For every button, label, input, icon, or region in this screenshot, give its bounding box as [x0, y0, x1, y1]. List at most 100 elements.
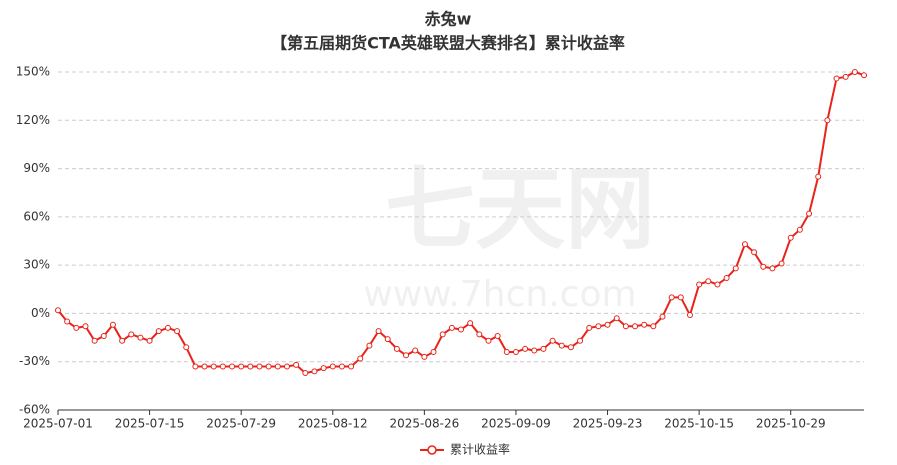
point — [393, 345, 400, 352]
point — [677, 294, 684, 301]
point — [183, 344, 190, 351]
point — [403, 352, 410, 359]
point — [458, 326, 464, 333]
point — [146, 337, 153, 344]
point — [320, 365, 327, 372]
point — [137, 334, 144, 341]
point — [283, 363, 290, 370]
point — [613, 315, 620, 322]
point — [796, 226, 803, 233]
chart-title: 赤兔w — [425, 10, 472, 29]
x-tick-label: 2025-09-09 — [481, 417, 551, 431]
point — [128, 331, 135, 338]
point — [723, 275, 730, 282]
x-tick-label: 2025-10-15 — [664, 417, 734, 431]
y-tick-label: 0% — [31, 306, 50, 320]
legend-label: 累计收益率 — [450, 442, 510, 457]
point — [632, 323, 639, 330]
point — [421, 353, 428, 360]
point — [467, 320, 474, 327]
point — [329, 363, 336, 370]
point — [751, 249, 758, 256]
point — [604, 321, 611, 328]
point — [778, 260, 785, 267]
x-tick-label: 2025-07-15 — [115, 417, 185, 431]
point — [686, 312, 693, 319]
point — [549, 337, 556, 344]
point — [806, 210, 813, 217]
point — [760, 263, 767, 270]
y-tick-label: 120% — [16, 113, 50, 127]
point — [293, 361, 300, 368]
point — [430, 349, 437, 356]
point — [861, 72, 867, 79]
point — [833, 75, 840, 82]
point — [732, 265, 739, 272]
y-tick-label: 30% — [23, 258, 50, 272]
point — [577, 337, 584, 344]
point — [55, 307, 61, 314]
point — [256, 363, 263, 370]
point — [265, 363, 272, 370]
y-tick-label: 60% — [23, 209, 50, 223]
point — [522, 345, 529, 352]
point — [238, 363, 245, 370]
y-tick-label: -30% — [19, 354, 50, 368]
point — [595, 323, 602, 330]
point — [641, 321, 648, 328]
x-tick-label: 2025-08-12 — [298, 417, 368, 431]
point — [192, 363, 199, 370]
point — [567, 344, 574, 351]
point — [485, 337, 492, 344]
point — [229, 363, 236, 370]
point — [787, 234, 794, 241]
point — [384, 336, 391, 343]
point — [842, 73, 849, 80]
point — [155, 328, 162, 335]
point — [769, 265, 776, 272]
point — [164, 324, 171, 331]
point — [705, 278, 712, 285]
x-tick-label: 2025-09-23 — [573, 417, 643, 431]
point — [476, 331, 483, 338]
point — [696, 281, 703, 288]
point — [274, 363, 281, 370]
point — [174, 328, 181, 335]
x-tick-label: 2025-08-26 — [389, 417, 459, 431]
point — [558, 342, 565, 349]
watermark: 七天网 — [385, 157, 655, 262]
point — [100, 332, 107, 339]
point — [503, 349, 510, 356]
point — [824, 117, 831, 124]
point — [659, 313, 666, 320]
legend-marker — [427, 445, 437, 455]
point — [375, 328, 382, 335]
point — [201, 363, 208, 370]
point — [109, 321, 116, 328]
point — [311, 368, 318, 375]
x-tick-label: 2025-10-29 — [756, 417, 826, 431]
point — [210, 363, 217, 370]
point — [622, 323, 629, 330]
point — [247, 363, 254, 370]
point — [348, 363, 355, 370]
point — [815, 173, 822, 180]
point — [494, 332, 501, 339]
point — [668, 294, 675, 301]
point — [714, 281, 721, 288]
point — [119, 337, 126, 344]
point — [439, 331, 446, 338]
point — [302, 369, 309, 376]
point — [448, 324, 455, 331]
x-tick-label: 2025-07-29 — [206, 417, 276, 431]
point — [851, 69, 858, 75]
point — [366, 342, 373, 349]
point — [531, 347, 538, 354]
point — [73, 324, 80, 331]
x-tick-label: 2025-07-01 — [23, 417, 93, 431]
watermark-url: www.7hcn.com — [363, 274, 636, 315]
point — [650, 323, 657, 330]
point — [512, 349, 519, 356]
chart-subtitle: 【第五届期货CTA英雄联盟大赛排名】累计收益率 — [271, 34, 625, 53]
